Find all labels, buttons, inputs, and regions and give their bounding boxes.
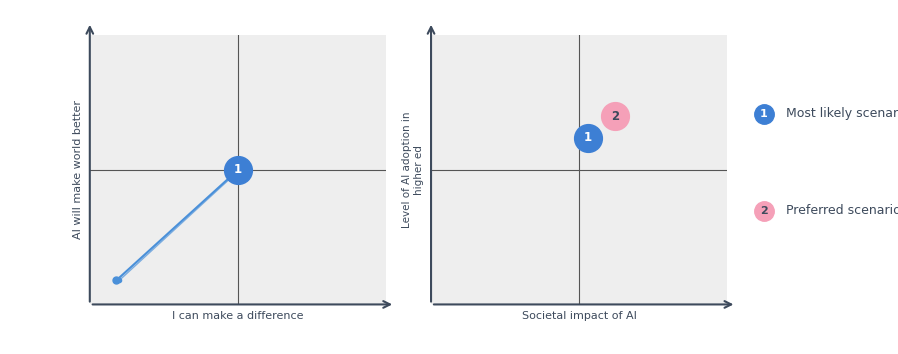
X-axis label: I can make a difference: I can make a difference <box>172 312 304 321</box>
Text: 2: 2 <box>760 206 768 216</box>
Text: Most likely scenario: Most likely scenario <box>786 107 898 120</box>
Text: 1: 1 <box>584 131 592 144</box>
Text: Preferred scenario: Preferred scenario <box>786 205 898 217</box>
Text: 2: 2 <box>611 110 619 122</box>
Text: 1: 1 <box>760 109 768 119</box>
Y-axis label: AI will make world better: AI will make world better <box>73 101 83 239</box>
X-axis label: Societal impact of AI: Societal impact of AI <box>522 312 637 321</box>
Y-axis label: Level of AI adoption in
higher ed: Level of AI adoption in higher ed <box>402 112 424 228</box>
Text: 1: 1 <box>233 164 242 176</box>
